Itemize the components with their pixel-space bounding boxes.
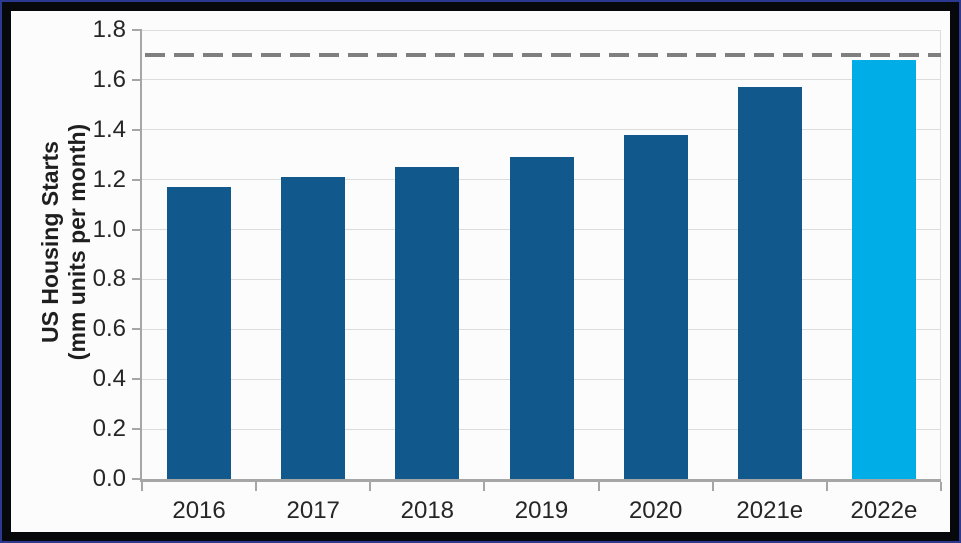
y-tick-label-0.8: 0.8 xyxy=(92,265,126,293)
y-axis-tick-0.0 xyxy=(132,478,140,480)
bar-2020 xyxy=(623,134,688,479)
x-axis-tick-0 xyxy=(141,482,143,491)
y-axis-tick-1.8 xyxy=(132,29,140,31)
gridline-1.6 xyxy=(142,79,941,81)
y-tick-label-1.8: 1.8 xyxy=(92,16,126,43)
x-axis-tick-1 xyxy=(255,482,258,491)
y-axis-tick-1.6 xyxy=(132,78,140,81)
x-tick-label-2018: 2018 xyxy=(400,497,455,524)
y-tick-label-0.6: 0.6 xyxy=(92,315,126,343)
reference-dashed-line xyxy=(145,52,941,57)
x-tick-label-2019: 2019 xyxy=(514,497,569,524)
x-axis-tick-4 xyxy=(597,482,600,491)
bar-2018 xyxy=(395,167,460,479)
y-axis-tick-0.4 xyxy=(132,378,140,381)
y-tick-label-1.2: 1.2 xyxy=(92,165,126,193)
x-axis-tick-5 xyxy=(711,482,714,491)
x-axis-line xyxy=(140,479,941,482)
x-axis-tick-2 xyxy=(369,482,372,491)
bar-2016 xyxy=(167,187,232,479)
y-axis-tick-0.8 xyxy=(132,278,140,281)
x-tick-label-2022e: 2022e xyxy=(850,497,918,524)
gridline-1.4 xyxy=(142,129,941,131)
y-tick-label-0.0: 0.0 xyxy=(92,465,126,492)
x-tick-label-2016: 2016 xyxy=(172,497,226,524)
gridline-1.8 xyxy=(142,29,941,31)
y-axis-tick-1.4 xyxy=(132,128,140,131)
x-axis-tick-7 xyxy=(940,482,942,491)
plot-right-border xyxy=(940,30,941,479)
x-axis-tick-3 xyxy=(483,482,486,491)
bar-2022e xyxy=(851,59,916,479)
plot-area: 1.8 1.6 1.4 1.2 1.0 0.8 0.6 0.4 0.2 0.0 2016 2017 20… xyxy=(93,16,942,524)
bar-2021e xyxy=(737,87,802,479)
y-axis-tick-1.0 xyxy=(132,228,140,231)
bar-2017 xyxy=(281,177,346,479)
x-tick-label-2021e: 2021e xyxy=(736,497,804,524)
y-tick-label-0.4: 0.4 xyxy=(92,365,126,393)
x-axis-tick-6 xyxy=(825,482,828,491)
y-axis-line xyxy=(140,29,142,479)
y-tick-label-1.4: 1.4 xyxy=(92,115,126,143)
x-tick-label-2017: 2017 xyxy=(286,497,340,524)
y-axis-tick-0.6 xyxy=(132,328,140,331)
bar-2019 xyxy=(509,157,574,479)
x-tick-label-2020: 2020 xyxy=(628,497,683,524)
y-tick-label-1.0: 1.0 xyxy=(92,215,126,243)
y-axis-tick-0.2 xyxy=(132,428,140,431)
y-tick-label-0.2: 0.2 xyxy=(92,415,126,443)
y-tick-label-1.6: 1.6 xyxy=(92,65,126,93)
y-axis-tick-1.2 xyxy=(132,178,140,181)
